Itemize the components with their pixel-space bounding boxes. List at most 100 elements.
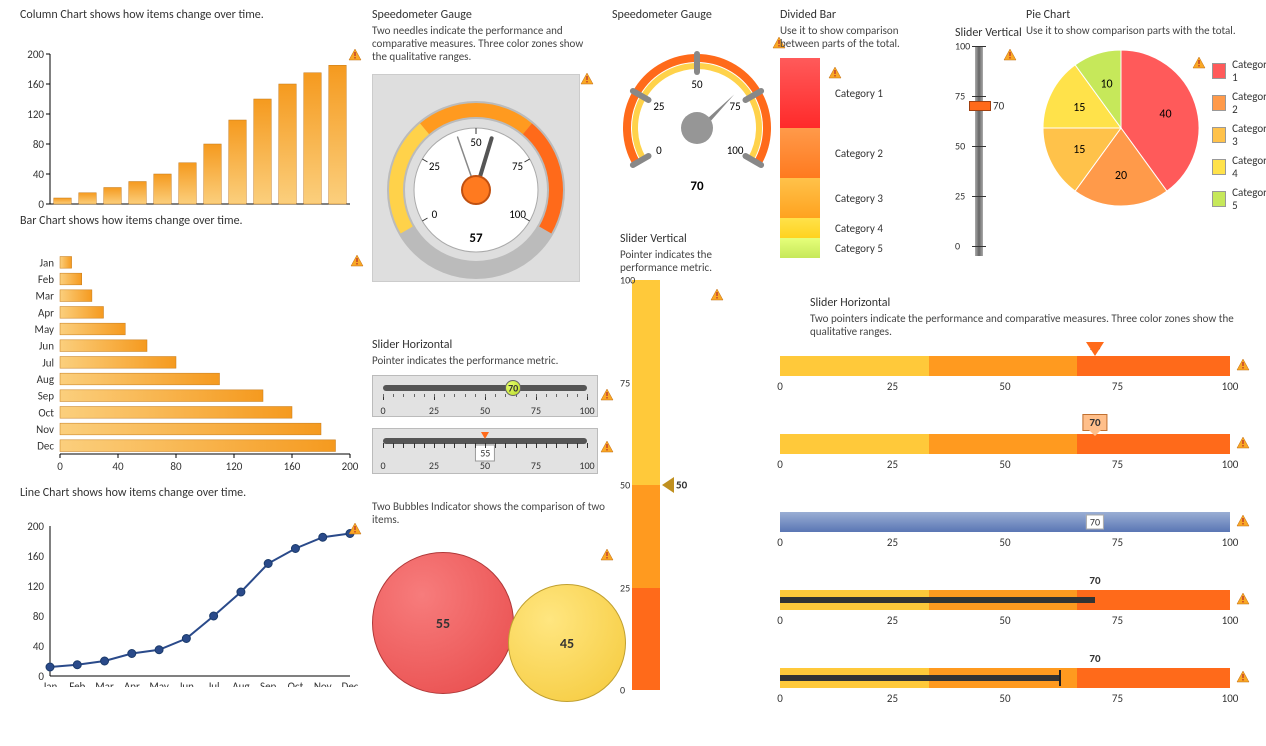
svg-text:40: 40 [112, 460, 124, 473]
svg-text:Aug: Aug [232, 680, 249, 687]
svg-text:Jan: Jan [39, 256, 54, 269]
bar-chart: JanFebMarAprMayJunJulAugSepOctNovDec0408… [20, 230, 360, 475]
line-chart-panel: Line Chart shows how items change over t… [20, 486, 360, 691]
pie-title: Pie Chart [1026, 8, 1262, 22]
svg-text:Jul: Jul [42, 356, 54, 369]
pie-chart: 4020151510 [1036, 43, 1206, 213]
svg-text:57: 57 [469, 231, 483, 246]
warning-icon [828, 66, 842, 80]
hsliders-panel: Slider Horizontal Two pointers indicate … [780, 296, 1256, 746]
vgslider[interactable]: 025507510050 [620, 280, 740, 700]
bubbles-panel: Two Bubbles Indicator shows the comparis… [372, 500, 612, 702]
warning-icon [580, 72, 594, 86]
speedometer1-title: Speedometer Gauge [372, 8, 592, 22]
svg-text:160: 160 [284, 460, 301, 473]
warning-icon [1003, 48, 1017, 62]
svg-text:Sep: Sep [254, 208, 271, 209]
slider-h1-title: Slider Horizontal [372, 338, 598, 352]
svg-text:Dec: Dec [342, 680, 359, 687]
divided-bar-panel: Divided Bar Use it to show comparison be… [780, 8, 940, 258]
slider-track [383, 385, 587, 391]
divided-bar: Category 1Category 2Category 3Category 4… [780, 58, 940, 258]
svg-text:120: 120 [226, 460, 243, 473]
svg-text:Jun: Jun [180, 208, 195, 209]
svg-text:Sep: Sep [260, 680, 277, 687]
svg-text:40: 40 [33, 168, 45, 181]
svg-text:Feb: Feb [79, 208, 95, 209]
svg-text:Jun: Jun [39, 340, 54, 353]
hsliders-title: Slider Horizontal [810, 296, 1256, 310]
speedometer2-gauge: 025507510070 [612, 28, 782, 208]
slider-arrow-icon [481, 432, 489, 439]
svg-text:15: 15 [1073, 143, 1085, 157]
svg-text:0: 0 [38, 198, 44, 209]
column-chart: 04080120160200JanFebMarAprMayJunJulAugSe… [20, 24, 360, 209]
svg-text:20: 20 [1115, 169, 1127, 183]
hslider-row[interactable]: 70700255075100 [780, 434, 1230, 454]
divided-bar-desc: Use it to show comparison between parts … [780, 24, 940, 50]
warning-icon [600, 440, 614, 454]
svg-text:80: 80 [33, 138, 45, 151]
line-chart-title: Line Chart shows how items change over t… [20, 486, 360, 500]
svg-text:Apr: Apr [130, 208, 146, 209]
column-chart-title: Column Chart shows how items change over… [20, 8, 360, 22]
svg-text:May: May [149, 680, 168, 687]
bubble-a: 55 [372, 552, 514, 694]
hslider-row[interactable]: 70700255075100 [780, 512, 1230, 532]
pie-legend: Category 1 Category 2 Category 3 Category 4… [1212, 58, 1266, 218]
svg-text:50: 50 [691, 78, 703, 91]
svg-text:Jul: Jul [207, 208, 219, 209]
svg-text:50: 50 [470, 136, 482, 149]
svg-text:Apr: Apr [38, 306, 54, 319]
bar-chart-panel: Bar Chart shows how items change over ti… [20, 214, 360, 479]
bubble-a-label: 55 [436, 615, 450, 632]
svg-text:40: 40 [33, 640, 45, 653]
svg-text:Jun: Jun [179, 680, 194, 687]
svg-text:120: 120 [27, 580, 44, 593]
svg-text:70: 70 [690, 179, 704, 194]
speedometer1-desc: Two needles indicate the performance and… [372, 24, 592, 64]
svg-text:80: 80 [33, 610, 45, 623]
vgslider-panel: Slider Vertical Pointer indicates the pe… [620, 232, 740, 700]
svg-text:200: 200 [27, 48, 44, 61]
column-chart-panel: Column Chart shows how items change over… [20, 8, 360, 213]
slider-h2-panel: 55 0255075100 [372, 428, 598, 474]
svg-text:Aug: Aug [229, 208, 246, 209]
bubble-b: 45 [508, 584, 626, 702]
svg-text:Aug: Aug [37, 373, 54, 386]
svg-text:0: 0 [432, 208, 438, 221]
svg-text:Mar: Mar [103, 208, 122, 209]
hslider-row[interactable]: 700255075100 [780, 356, 1230, 376]
svg-text:Feb: Feb [38, 273, 54, 286]
warning-icon [348, 48, 362, 62]
svg-text:Apr: Apr [124, 680, 140, 687]
svg-text:200: 200 [27, 520, 44, 533]
hslider-row[interactable]: 700255075100 [780, 590, 1230, 610]
legend-row: Category 1 [1212, 58, 1266, 84]
svg-text:Mar: Mar [95, 680, 114, 687]
warning-icon [600, 388, 614, 402]
speedometer1-panel: Speedometer Gauge Two needles indicate t… [372, 8, 592, 282]
legend-row: Category 2 [1212, 90, 1266, 116]
svg-text:Oct: Oct [288, 680, 304, 687]
hslider-row[interactable]: 700255075100 [780, 668, 1230, 688]
slider-h1[interactable]: 70 0255075100 [372, 375, 598, 417]
speedometer1-gauge: 025507510057 [373, 75, 579, 281]
bubble-b-label: 45 [560, 635, 574, 652]
svg-text:May: May [35, 323, 54, 336]
warning-icon [1192, 56, 1206, 70]
line-chart: 04080120160200JanFebMarAprMayJunJulAugSe… [20, 502, 360, 687]
svg-text:80: 80 [170, 460, 182, 473]
pie-desc: Use it to show comparison parts with the… [1026, 24, 1262, 37]
svg-text:200: 200 [342, 460, 359, 473]
slider-h2[interactable]: 55 0255075100 [372, 428, 598, 474]
legend-row: Category 4 [1212, 154, 1266, 180]
divided-bar-title: Divided Bar [780, 8, 940, 22]
bubbles-title: Two Bubbles Indicator shows the comparis… [372, 500, 612, 526]
svg-text:Jan: Jan [43, 680, 58, 687]
svg-text:160: 160 [27, 78, 44, 91]
legend-row: Category 3 [1212, 122, 1266, 148]
svg-text:100: 100 [509, 208, 526, 221]
hsliders-rows: 700255075100 70700255075100 70700255075100… [780, 356, 1256, 746]
vgslider-title: Slider Vertical [620, 232, 740, 246]
